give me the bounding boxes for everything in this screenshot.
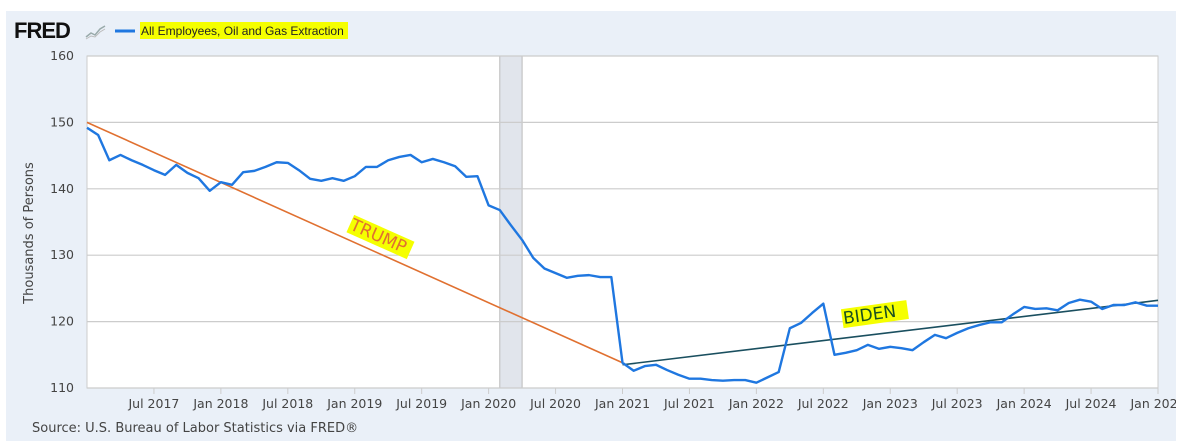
line-chart-icon: [86, 26, 105, 39]
x-tick-label: Jan 2024: [996, 396, 1052, 411]
x-tick-label: Jan 2023: [862, 396, 918, 411]
y-tick-label: 120: [50, 314, 74, 329]
y-axis-label: Thousands of Persons: [22, 162, 37, 305]
recession-shading: [500, 56, 522, 388]
x-tick-label: Jul 2021: [663, 396, 715, 411]
chart: FRED All Employees, Oil and Gas Extracti…: [6, 11, 1176, 441]
x-tick-label: Jul 2024: [1065, 396, 1117, 411]
x-tick-label: Jul 2018: [261, 396, 313, 411]
y-tick-label: 140: [50, 181, 74, 196]
y-tick-label: 130: [50, 247, 74, 262]
plot-area: [87, 56, 1158, 388]
x-tick-label: Jan 2025: [1129, 396, 1176, 411]
x-tick-label: Jul 2023: [931, 396, 983, 411]
y-tick-label: 160: [50, 48, 74, 63]
x-tick-label: Jul 2022: [797, 396, 849, 411]
x-tick-label: Jul 2019: [395, 396, 447, 411]
y-tick-label: 110: [50, 380, 74, 395]
x-tick-label: Jul 2020: [529, 396, 581, 411]
x-tick-label: Jan 2020: [460, 396, 516, 411]
x-tick-label: Jan 2021: [594, 396, 650, 411]
x-tick-label: Jan 2018: [192, 396, 248, 411]
x-tick-label: Jul 2017: [128, 396, 180, 411]
chart-panel: FRED All Employees, Oil and Gas Extracti…: [6, 11, 1176, 441]
legend-label[interactable]: All Employees, Oil and Gas Extraction: [141, 24, 344, 38]
x-tick-label: Jan 2019: [326, 396, 382, 411]
fred-logo[interactable]: FRED: [14, 18, 70, 43]
x-tick-label: Jan 2022: [728, 396, 784, 411]
y-tick-label: 150: [50, 114, 74, 129]
